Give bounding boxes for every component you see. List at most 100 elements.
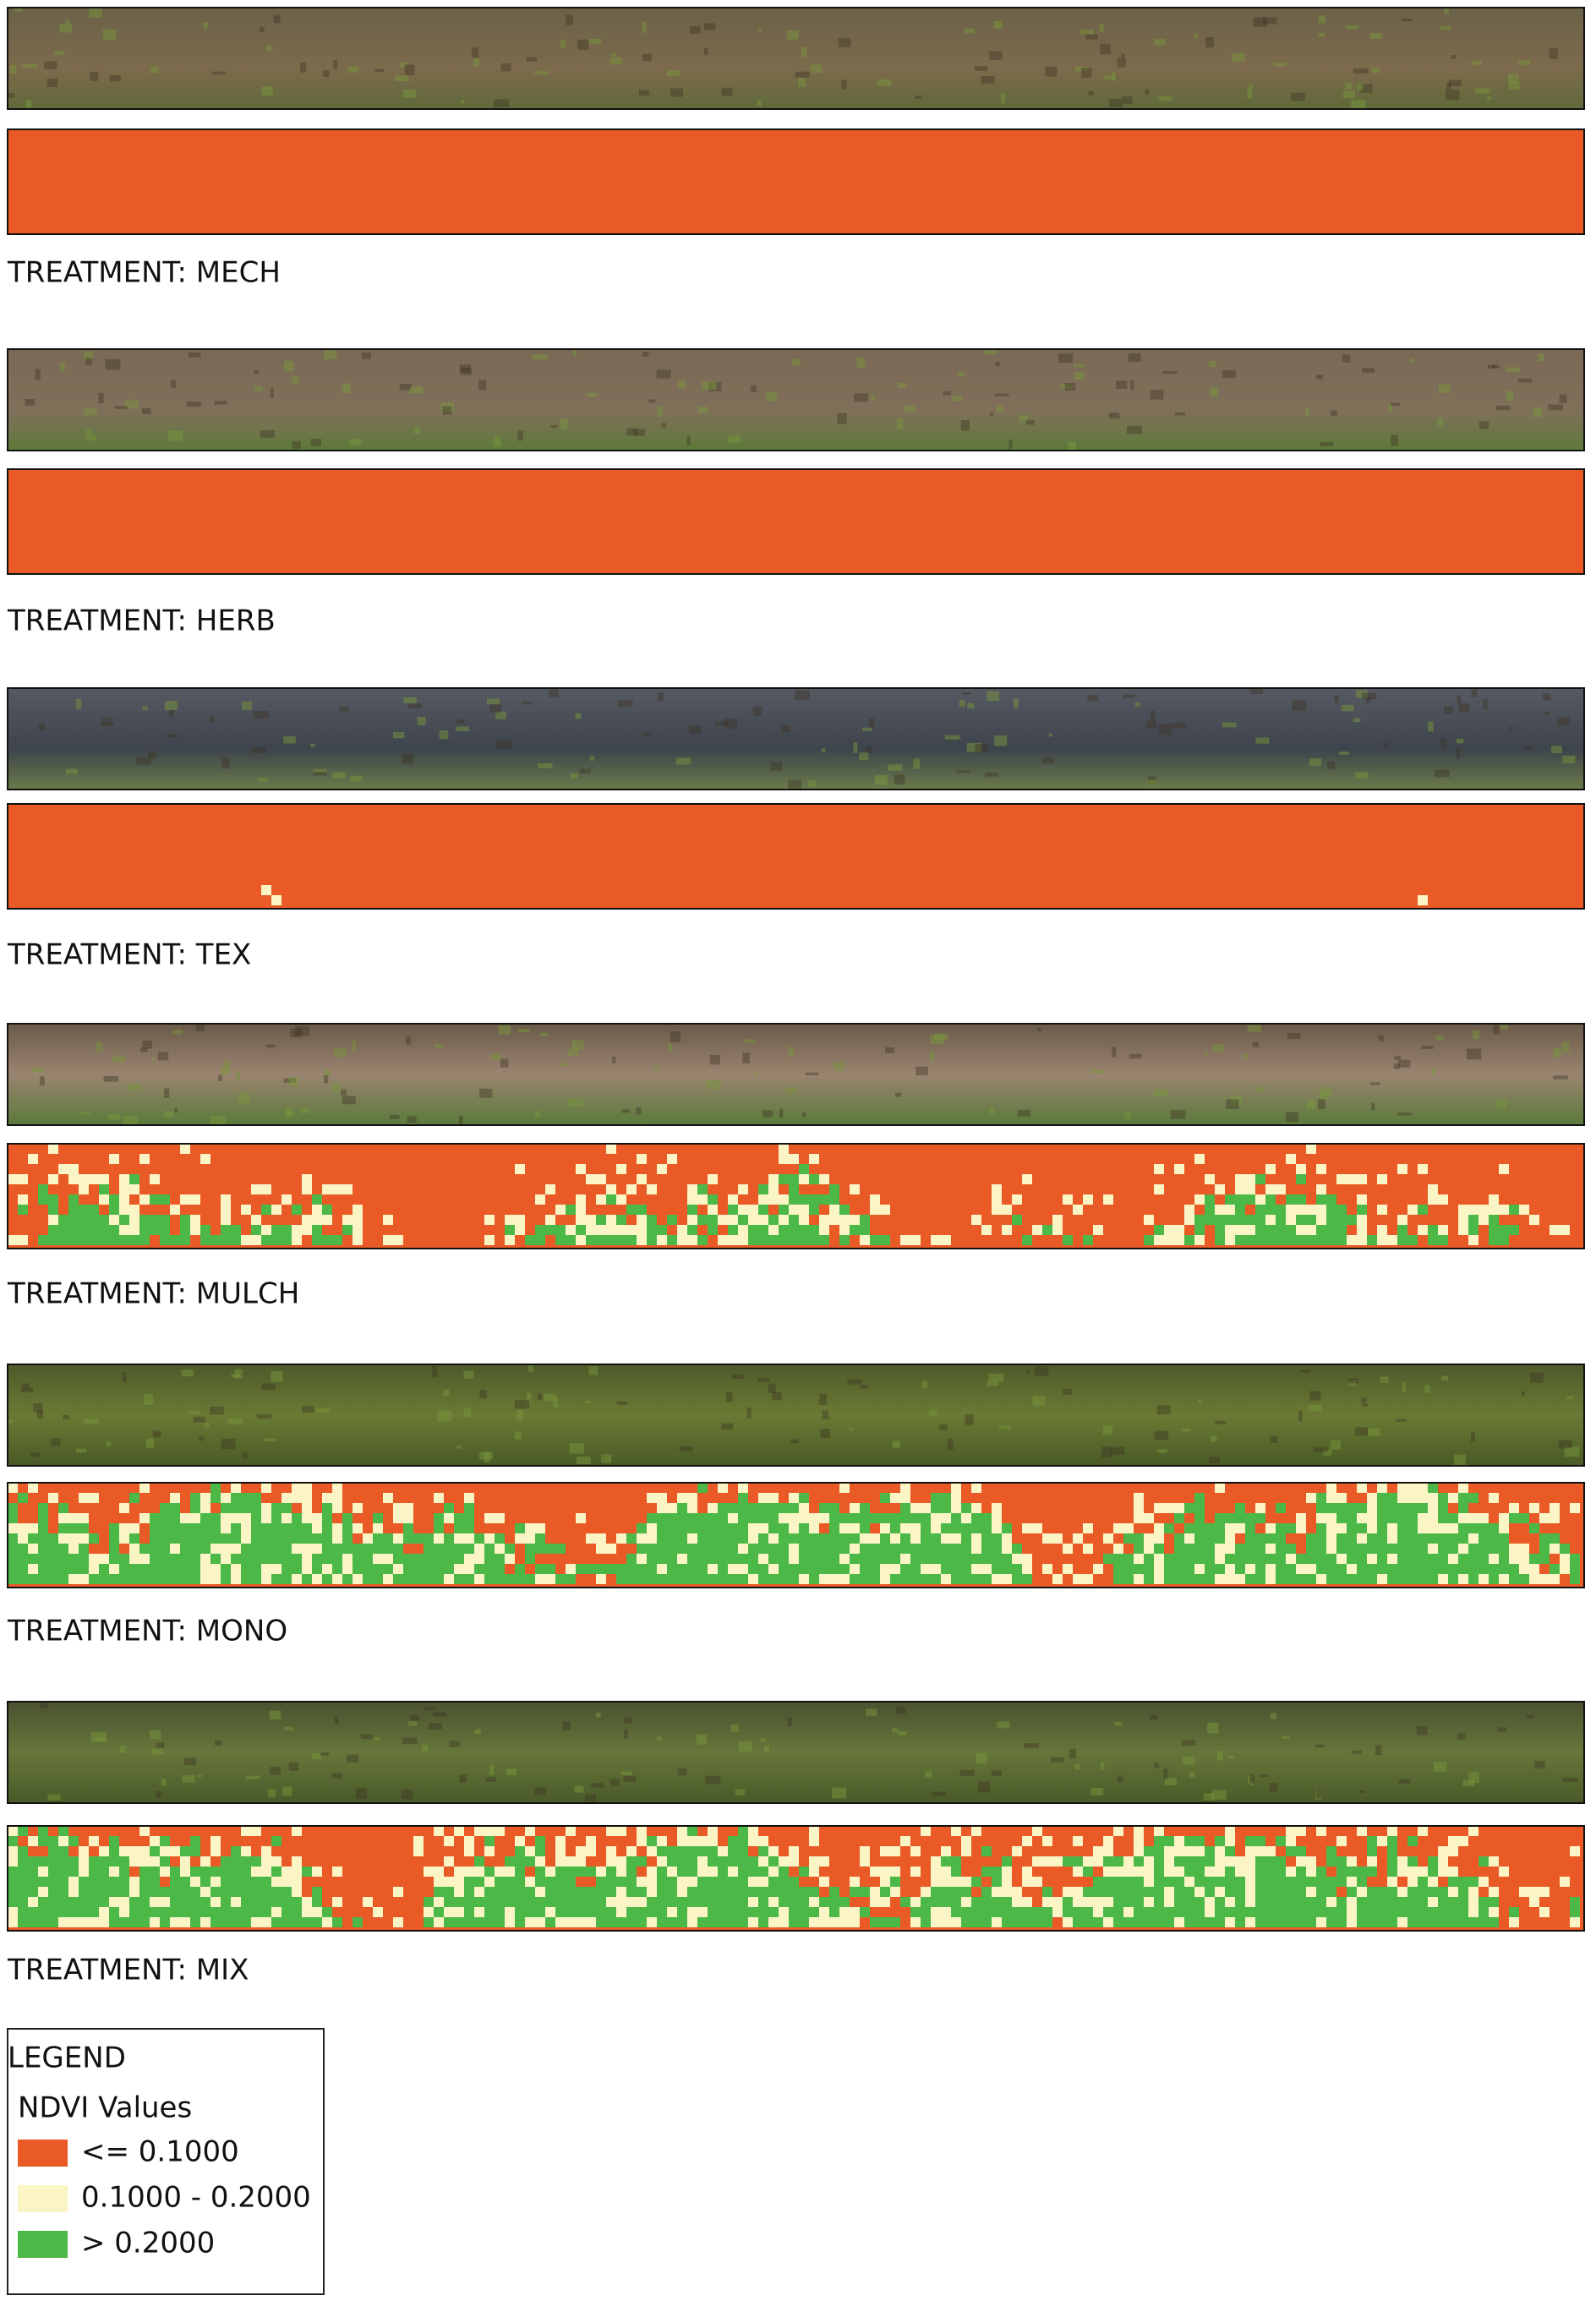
ndvi-cell (1154, 1826, 1164, 1836)
ndvi-cell (200, 1493, 210, 1503)
ndvi-cell (1164, 1554, 1174, 1564)
ndvi-cell (251, 1225, 261, 1235)
ndvi-cell (58, 1574, 68, 1584)
texture (865, 747, 873, 754)
ndvi-cell (606, 1184, 616, 1194)
ndvi-cell (890, 1523, 900, 1533)
ndvi-cell (434, 1564, 444, 1574)
ndvi-cell (1326, 1856, 1336, 1866)
ndvi-cell (687, 1513, 697, 1523)
ndvi-cell (221, 1877, 231, 1887)
ndvi-cell (1438, 1887, 1448, 1897)
ndvi-cell (68, 1544, 79, 1554)
ndvi-cell (637, 1836, 647, 1846)
texture (463, 1370, 474, 1380)
texture (1069, 1748, 1076, 1759)
ndvi-cell (261, 1877, 271, 1887)
texture (1315, 1790, 1323, 1800)
ndvi-cell (606, 1887, 616, 1897)
ndvi-cell (119, 1225, 129, 1235)
texture (1342, 354, 1351, 363)
ndvi-cell (210, 1907, 221, 1917)
texture (323, 350, 337, 360)
ndvi-cell (1428, 1887, 1438, 1897)
ndvi-cell (677, 1225, 687, 1235)
ndvi-base (8, 469, 1584, 574)
ndvi-cell (1225, 1205, 1235, 1215)
ndvi-cell (58, 1225, 68, 1235)
ndvi-cell (1438, 1917, 1448, 1927)
texture (59, 362, 65, 372)
ndvi-cell (505, 1554, 515, 1564)
ndvi-cell (1418, 1225, 1428, 1235)
ndvi-cell (819, 1225, 829, 1235)
ndvi-cell (1357, 1235, 1367, 1245)
texture (887, 764, 903, 771)
ndvi-cell (951, 1856, 961, 1866)
ndvi-cell (1113, 1887, 1123, 1897)
ndvi-cell (555, 1907, 566, 1917)
ndvi-cell (1347, 1574, 1357, 1584)
ndvi-cell (992, 1877, 1002, 1887)
ndvi-cell (99, 1215, 109, 1225)
ndvi-cell (779, 1856, 789, 1866)
ndvi-cell (373, 1513, 383, 1523)
ndvi-cell (1174, 1846, 1184, 1856)
ndvi-cell (129, 1846, 139, 1856)
texture (612, 1056, 616, 1063)
ndvi-cell (1560, 1877, 1570, 1887)
texture (313, 768, 327, 773)
ndvi-cell (758, 1493, 768, 1503)
texture (801, 46, 807, 57)
texture (745, 1039, 755, 1043)
ndvi-cell (708, 1554, 718, 1564)
ndvi-cell (444, 1554, 454, 1564)
ndvi-cell (1397, 1897, 1407, 1907)
texture (924, 1771, 932, 1779)
ndvi-cell (1194, 1194, 1205, 1205)
texture (1129, 1053, 1142, 1059)
texture (161, 1779, 167, 1786)
ndvi-cell (1194, 1215, 1205, 1225)
ndvi-cell (708, 1225, 718, 1235)
ndvi-cell (1184, 1205, 1194, 1215)
ndvi-cell (8, 1574, 18, 1584)
ndvi-cell (231, 1493, 241, 1503)
ndvi-cell (79, 1184, 89, 1194)
ndvi-cell (1448, 1846, 1458, 1856)
ndvi-cell (1154, 1877, 1164, 1887)
texture (1390, 402, 1400, 407)
texture (1500, 1025, 1509, 1030)
ndvi-cell (1022, 1836, 1032, 1846)
ndvi-cell (799, 1544, 809, 1554)
ndvi-cell (992, 1574, 1002, 1584)
texture (258, 778, 268, 782)
ndvi-cell (434, 1897, 444, 1907)
ndvi-cell (18, 1897, 28, 1907)
ndvi-cell (992, 1194, 1002, 1205)
texture (1424, 1385, 1430, 1393)
ndvi-cell (596, 1574, 606, 1584)
ndvi-cell (1499, 1533, 1509, 1544)
ndvi-cell (1316, 1235, 1326, 1245)
texture (1163, 1768, 1168, 1780)
ndvi-cell (342, 1554, 353, 1564)
ndvi-cell (1357, 1513, 1367, 1523)
ndvi-cell (8, 1917, 18, 1927)
texture (1326, 761, 1336, 770)
ndvi-cell (616, 1826, 626, 1836)
ndvi-cell (748, 1574, 758, 1584)
ndvi-cell (931, 1513, 941, 1523)
ndvi-cell (312, 1866, 322, 1877)
ndvi-cell (606, 1544, 616, 1554)
ndvi-cell (1286, 1887, 1296, 1897)
ndvi-cell (728, 1574, 738, 1584)
ndvi-cell (809, 1544, 819, 1554)
texture (897, 382, 906, 388)
ndvi-cell (1265, 1917, 1276, 1927)
ndvi-cell (129, 1917, 139, 1927)
ndvi-cell (1489, 1205, 1499, 1215)
texture (801, 1112, 806, 1118)
texture (168, 710, 174, 718)
texture (1358, 1790, 1365, 1793)
